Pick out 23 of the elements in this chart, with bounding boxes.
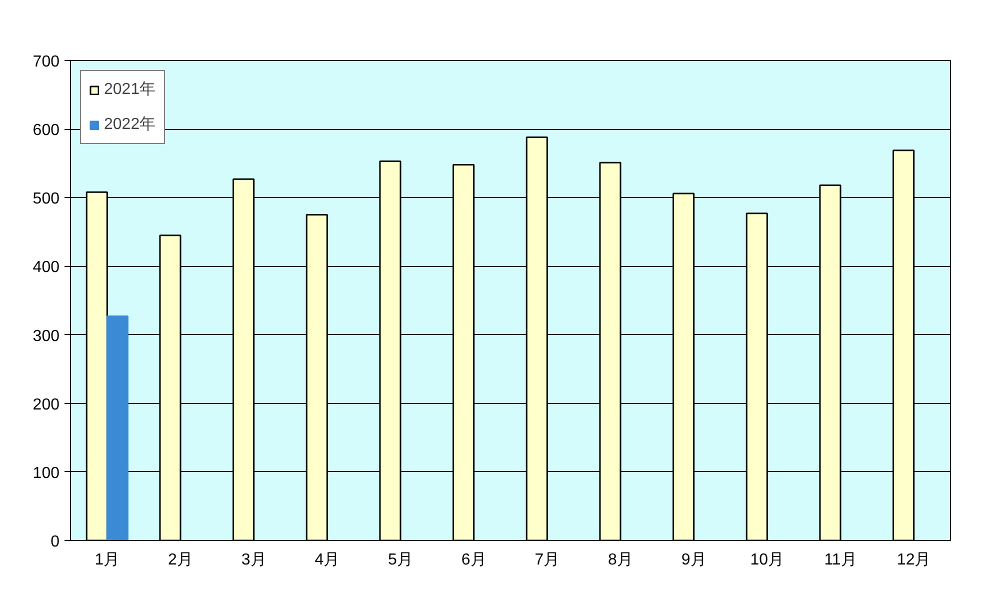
x-tick-label: 7月: [534, 552, 560, 568]
x-tick-label: 3月: [241, 552, 266, 568]
y-tick-label: 700: [32, 54, 60, 70]
x-tick-label: 8月: [608, 552, 633, 568]
x-tick-label: 4月: [314, 552, 340, 568]
legend-label: 2022年: [104, 115, 156, 135]
x-tick-label: 9月: [681, 552, 706, 568]
x-tick-label: 10月: [750, 552, 784, 568]
x-tick-label: 1月: [94, 552, 120, 568]
y-tick-label: 100: [32, 464, 60, 482]
x-tick-label: 12月: [896, 552, 931, 568]
y-tick-label: 200: [32, 396, 60, 414]
bar: [106, 316, 128, 540]
x-tick-label: 2月: [168, 552, 193, 568]
x-tick-label: 11月: [824, 552, 857, 568]
x-tick-label: 5月: [388, 552, 413, 568]
y-tick-label: 300: [32, 328, 60, 345]
y-tick-label: 0: [50, 534, 60, 550]
y-tick-label: 600: [32, 122, 60, 140]
x-tick-label: 6月: [461, 552, 486, 568]
legend-label: 2021年: [104, 80, 156, 100]
y-tick-label: 400: [32, 259, 60, 276]
y-tick-label: 500: [32, 190, 60, 208]
